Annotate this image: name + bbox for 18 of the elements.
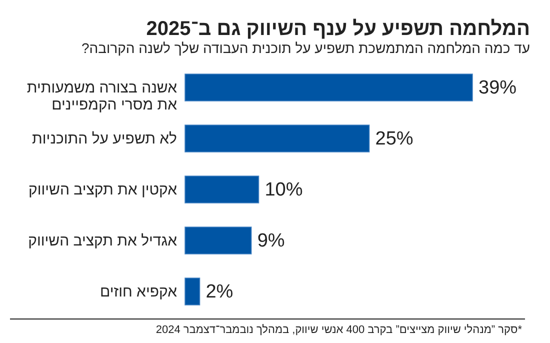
bar xyxy=(184,74,473,102)
text: *סקר ”מנהלי שיווק מצייצים” בקרב 400 אנשי שיווק, במהלך נובמבר־דצמבר 2024 xyxy=(156,324,523,336)
y-tick-label: אגדיל את תקציב השיווק xyxy=(28,232,178,250)
bar xyxy=(184,278,200,306)
bar xyxy=(184,226,252,254)
y-tick-label: לא תשפיע על התוכניות xyxy=(32,130,178,148)
y-tick-label: אקפיא חוזים xyxy=(100,284,178,300)
data-label: 10% xyxy=(264,180,303,200)
data-label: 2% xyxy=(206,282,234,302)
y-tick-label: אשנה בצורה משמעותית את מסרי הקמפיינים xyxy=(26,80,178,114)
chart-title: המלחמה תשפיע על ענף השיווק גם ב־2025 xyxy=(146,18,530,40)
y-tick-label: אקטין את תקציב השיווק xyxy=(28,182,178,198)
bar xyxy=(184,124,370,152)
data-label: 25% xyxy=(375,128,414,150)
data-label: 9% xyxy=(257,230,285,252)
bar xyxy=(184,176,260,204)
data-label: 39% xyxy=(478,78,517,98)
chart-subtitle: עד כמה המלחמה המתמשכת תשפיע על תוכנית העבודה שלך לשנה הקרובה? xyxy=(81,40,530,56)
